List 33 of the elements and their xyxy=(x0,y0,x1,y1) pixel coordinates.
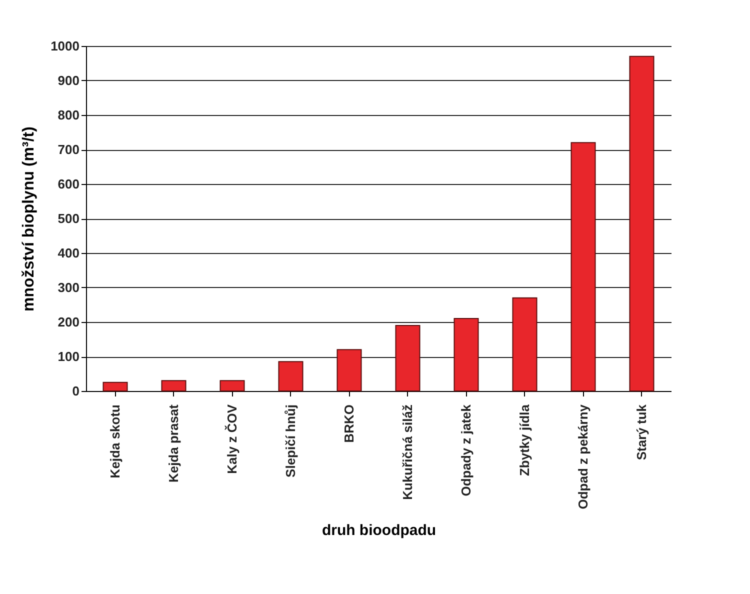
bar xyxy=(454,318,479,392)
x-tick-label: Kejda skotu xyxy=(107,404,122,478)
bar xyxy=(395,324,420,392)
x-tick-label: Kaly z ČOV xyxy=(224,404,240,474)
x-tick-label: Starý tuk xyxy=(634,404,649,460)
bar xyxy=(336,349,362,392)
x-tick-label: Kejda prasat xyxy=(166,404,181,483)
y-tick-label: 100 xyxy=(58,349,80,364)
y-tick-label: 600 xyxy=(58,176,80,192)
y-tick-label: 400 xyxy=(58,246,80,260)
y-tick-label: 200 xyxy=(58,314,80,330)
bar xyxy=(220,380,245,392)
bar xyxy=(161,380,186,392)
x-axis-title: druh bioodpadu xyxy=(322,522,436,540)
x-tick-label: BRKO xyxy=(341,404,356,443)
y-axis-title: množství bioplynu (m³/t) xyxy=(20,126,38,312)
bar xyxy=(570,142,596,392)
y-tick-label: 700 xyxy=(58,142,80,157)
bar xyxy=(512,297,538,392)
y-tick-label: 0 xyxy=(72,384,80,398)
y-tick-label: 900 xyxy=(58,73,80,88)
bar xyxy=(102,382,128,392)
y-tick-label: 500 xyxy=(58,211,80,226)
x-tick-label: Slepičí hnůj xyxy=(282,404,298,478)
x-tick-label: Odpady z jatek xyxy=(458,404,474,496)
bar xyxy=(629,56,654,392)
y-tick-label: 1000 xyxy=(50,38,80,54)
x-tick-label: Odpad z pekárny xyxy=(575,404,590,510)
bar xyxy=(278,361,304,392)
x-tick-label: Zbytky jídla xyxy=(516,404,532,476)
x-tick-label: Kukuřičná siláž xyxy=(400,404,415,500)
y-tick-label: 800 xyxy=(58,108,80,122)
y-tick-label: 300 xyxy=(58,280,80,295)
